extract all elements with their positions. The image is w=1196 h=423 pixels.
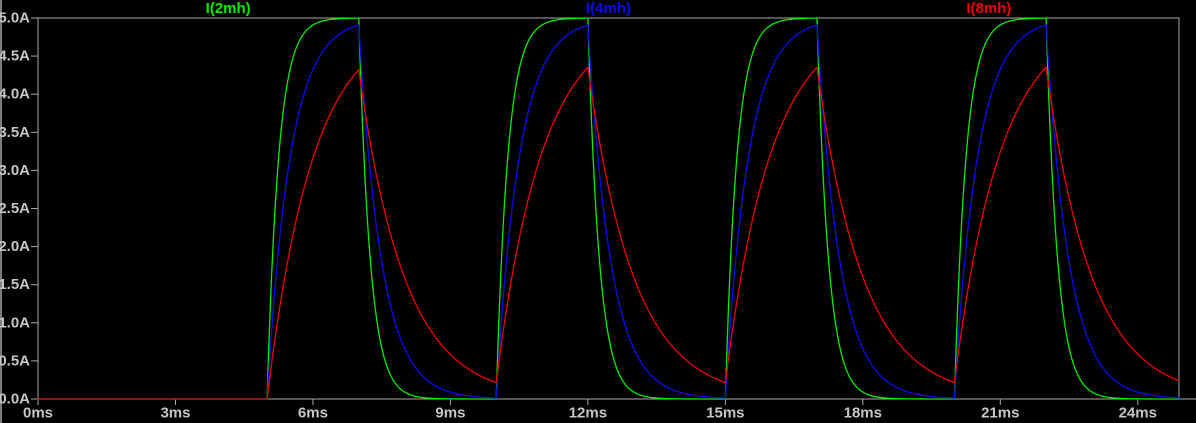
trace-i2mh xyxy=(37,17,1180,400)
x-tick-label: 9ms xyxy=(435,405,465,422)
x-tick-label: 6ms xyxy=(298,405,328,422)
plot-border xyxy=(37,17,1180,400)
x-tick-label: 15ms xyxy=(706,405,744,422)
y-tick-label: 4.0A xyxy=(0,86,30,103)
window-left-edge xyxy=(0,0,2,423)
x-tick-label: 3ms xyxy=(160,405,190,422)
legend-item-i4mh[interactable]: I(4mh) xyxy=(586,0,631,17)
y-tick-label: 3.0A xyxy=(0,162,30,179)
trace-i8mh xyxy=(37,66,1180,400)
x-tick-label: 18ms xyxy=(844,405,882,422)
x-tick-label: 21ms xyxy=(981,405,1019,422)
y-tick-label: 1.5A xyxy=(0,276,30,293)
y-tick-label: 1.0A xyxy=(0,314,30,331)
x-tick-label: 0ms xyxy=(23,405,53,422)
y-tick-label: 5.0A xyxy=(0,10,30,27)
y-tick-label: 4.5A xyxy=(0,48,30,65)
legend-item-i2mh[interactable]: I(2mh) xyxy=(205,0,251,17)
y-tick-label: 3.5A xyxy=(0,124,30,141)
y-tick-label: 2.0A xyxy=(0,238,30,255)
x-tick-label: 12ms xyxy=(569,405,607,422)
legend-item-i8mh[interactable]: I(8mh) xyxy=(966,0,1012,17)
y-tick-label: 2.5A xyxy=(0,200,30,217)
x-tick-label: 24ms xyxy=(1119,405,1157,422)
y-tick-label: 0.0A xyxy=(0,391,30,408)
y-tick-label: 0.5A xyxy=(0,352,30,369)
trace-i4mh xyxy=(37,24,1180,400)
